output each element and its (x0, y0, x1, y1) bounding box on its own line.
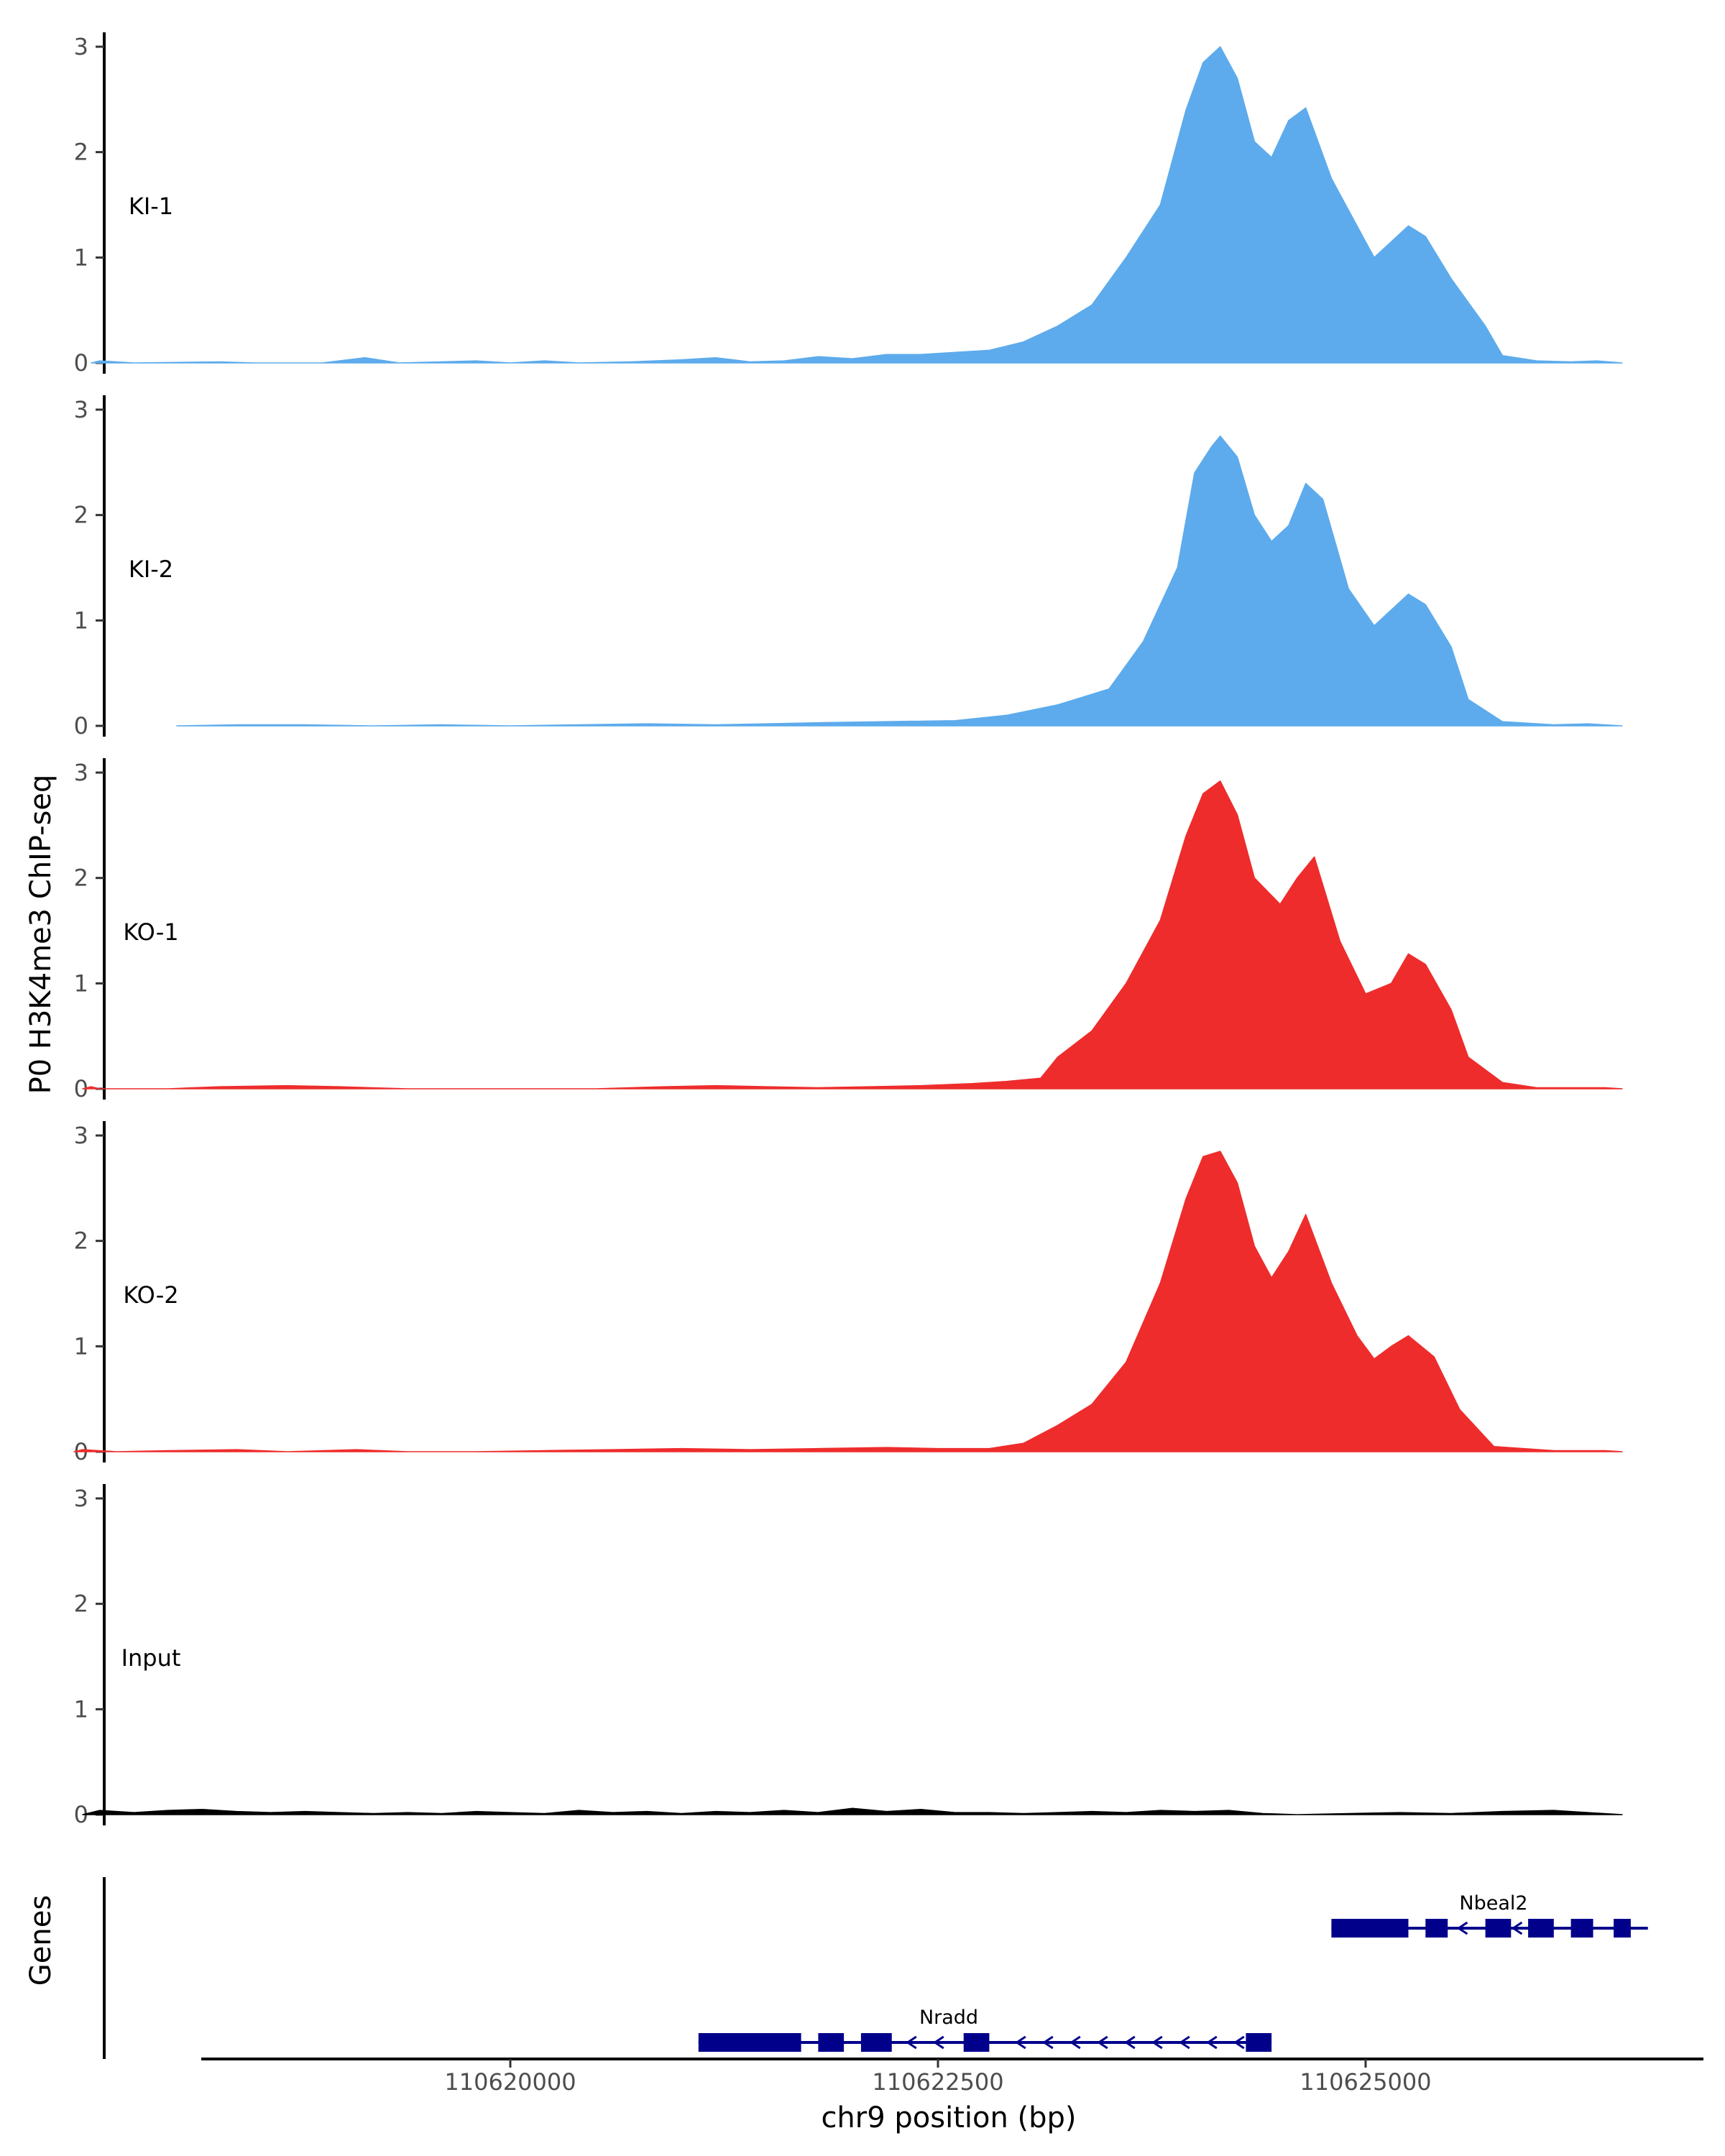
y-tick-label: 3 (74, 1122, 88, 1149)
track-label: Input (121, 1644, 181, 1672)
track-ki-2: 0 1 2 3 KI-2 (74, 395, 1623, 740)
strand-arrow (1179, 2035, 1190, 2050)
y-tick-label: 1 (74, 1695, 88, 1723)
exon (1528, 1919, 1554, 1938)
exon (1425, 1919, 1448, 1938)
y-tick-label: 0 (74, 1075, 88, 1102)
y-tick-label: 3 (74, 759, 88, 786)
y-tick-label: 2 (74, 139, 88, 166)
track-ki-1: 0 1 2 3 KI-1 (74, 32, 1623, 377)
track-ko-1: 0 1 2 3 KO-1 (74, 758, 1623, 1102)
strand-arrow (1206, 2035, 1218, 2050)
y-tick-label: 2 (74, 1227, 88, 1255)
y-tick-label: 3 (74, 396, 88, 423)
signal-area (82, 780, 1623, 1089)
y-axis-title: P0 H3K4me3 ChIP-seq (24, 775, 58, 1095)
exon (1485, 1919, 1512, 1938)
exon (698, 2033, 801, 2052)
strand-arrow (906, 2035, 917, 2050)
genes-axis-title: Genes (24, 1895, 58, 1986)
strand-arrow (1233, 2035, 1245, 2050)
y-tick-label: 1 (74, 1332, 88, 1360)
track-label: KO-1 (123, 918, 178, 946)
track-label: KI-2 (129, 556, 173, 583)
strand-arrow (1151, 2035, 1163, 2050)
strand-arrow (1070, 2035, 1081, 2050)
y-tick-label: 0 (74, 712, 88, 740)
y-tick-label: 3 (74, 33, 88, 60)
signal-area (73, 1151, 1623, 1452)
gene-name-label: Nbeal2 (1459, 1892, 1527, 1915)
gene-nbeal2: Nbeal2 (1331, 1892, 1648, 1938)
y-tick-label: 3 (74, 1485, 88, 1512)
y-tick-label: 2 (74, 865, 88, 892)
strand-arrow (1097, 2035, 1108, 2050)
y-tick-label: 0 (74, 1801, 88, 1828)
exon (1331, 1919, 1409, 1938)
gene-name-label: Nradd (919, 2007, 978, 2029)
exon (1614, 1919, 1631, 1938)
x-tick-label: 110622500 (872, 2068, 1003, 2096)
strand-arrow (1124, 2035, 1136, 2050)
y-tick-label: 2 (74, 502, 88, 529)
exon (818, 2033, 845, 2052)
strand-arrow (933, 2035, 944, 2050)
genes-panel: Nbeal2 Nradd (103, 1877, 1648, 2059)
gene-nradd: Nradd (698, 2007, 1272, 2052)
strand-arrow (1015, 2035, 1026, 2050)
y-tick-label: 1 (74, 244, 88, 271)
x-axis-title: chr9 position (bp) (821, 2101, 1076, 2134)
exon (1246, 2033, 1272, 2052)
y-tick-label: 0 (74, 349, 88, 377)
y-tick-label: 2 (74, 1590, 88, 1618)
y-tick-label: 1 (74, 969, 88, 997)
track-input: 0 1 2 3 Input (74, 1484, 1623, 1828)
strand-arrow (1511, 1921, 1523, 1935)
x-axis: 110620000 110622500 110625000 (201, 2058, 1703, 2096)
exon (860, 2033, 892, 2052)
signal-area (176, 435, 1623, 727)
tracks-layer: 0123KI-10123KI-20123KO-10123KO-20123Inpu… (73, 32, 1623, 1828)
exon (1570, 1919, 1593, 1938)
x-tick-label: 110620000 (444, 2068, 576, 2096)
x-tick-label: 110625000 (1300, 2068, 1431, 2096)
exon (963, 2033, 990, 2052)
signal-area (91, 46, 1623, 364)
strand-arrow (1042, 2035, 1054, 2050)
y-tick-label: 1 (74, 607, 88, 634)
track-label: KI-1 (129, 193, 173, 220)
track-label: KO-2 (123, 1281, 178, 1309)
signal-area (82, 1807, 1623, 1815)
strand-arrow (1456, 1921, 1468, 1935)
